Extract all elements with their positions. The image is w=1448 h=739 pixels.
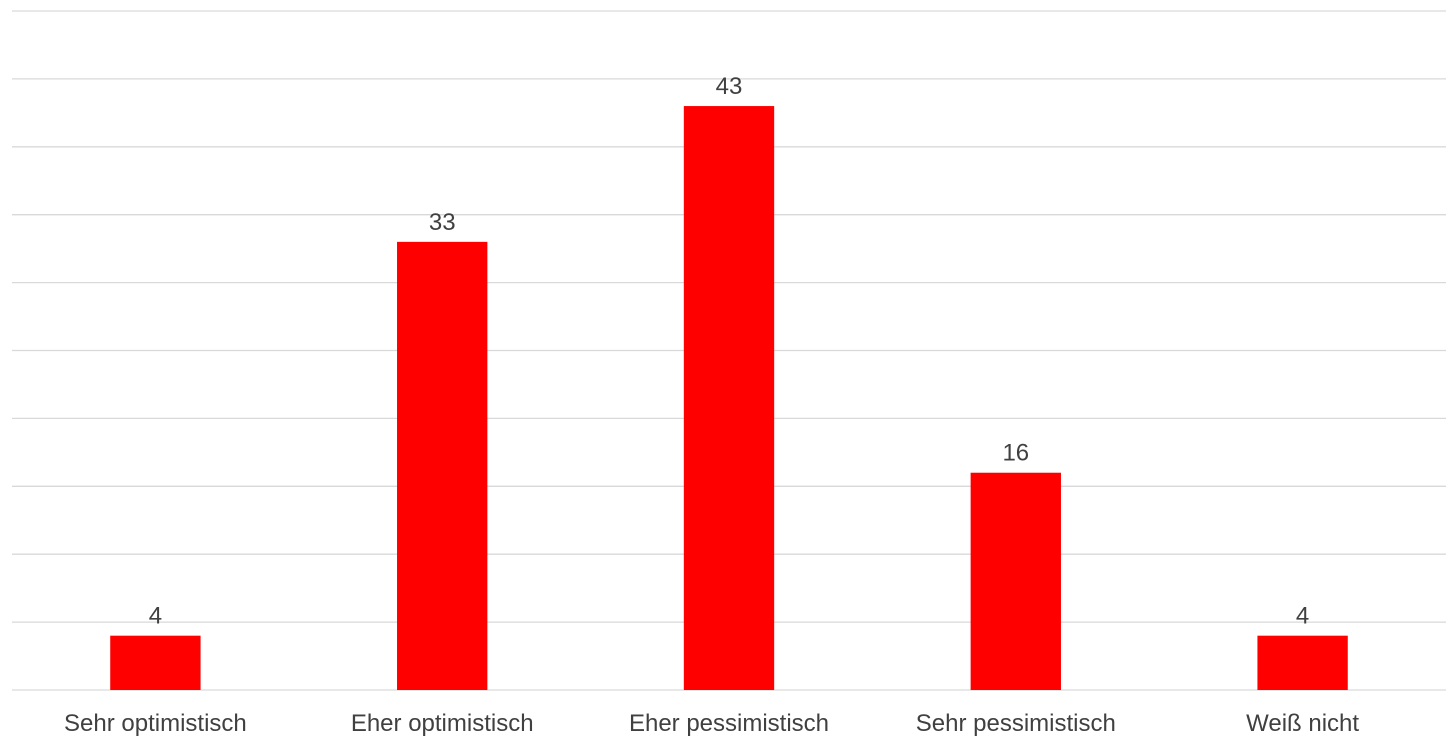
data-label: 43 — [716, 73, 743, 100]
category-tick-label: Eher pessimistisch — [629, 710, 829, 737]
bar — [110, 635, 201, 690]
data-label: 33 — [429, 209, 456, 236]
data-label: 16 — [1002, 440, 1029, 467]
bar — [397, 241, 488, 691]
category-tick-label: Weiß nicht — [1246, 710, 1359, 737]
bars — [110, 106, 1348, 691]
data-label: 4 — [1296, 603, 1309, 630]
category-tick-label: Sehr optimistisch — [64, 710, 247, 737]
data-label: 4 — [149, 603, 162, 630]
bar — [1257, 635, 1348, 690]
data-labels: 4 33 43 16 4 — [149, 73, 1310, 630]
bar — [683, 106, 775, 690]
category-axis-labels: Sehr optimistisch Eher optimistisch Eher p… — [64, 710, 1359, 737]
category-tick-label: Eher optimistisch — [351, 710, 534, 737]
category-tick-label: Sehr pessimistisch — [916, 710, 1116, 737]
bar — [970, 472, 1061, 690]
